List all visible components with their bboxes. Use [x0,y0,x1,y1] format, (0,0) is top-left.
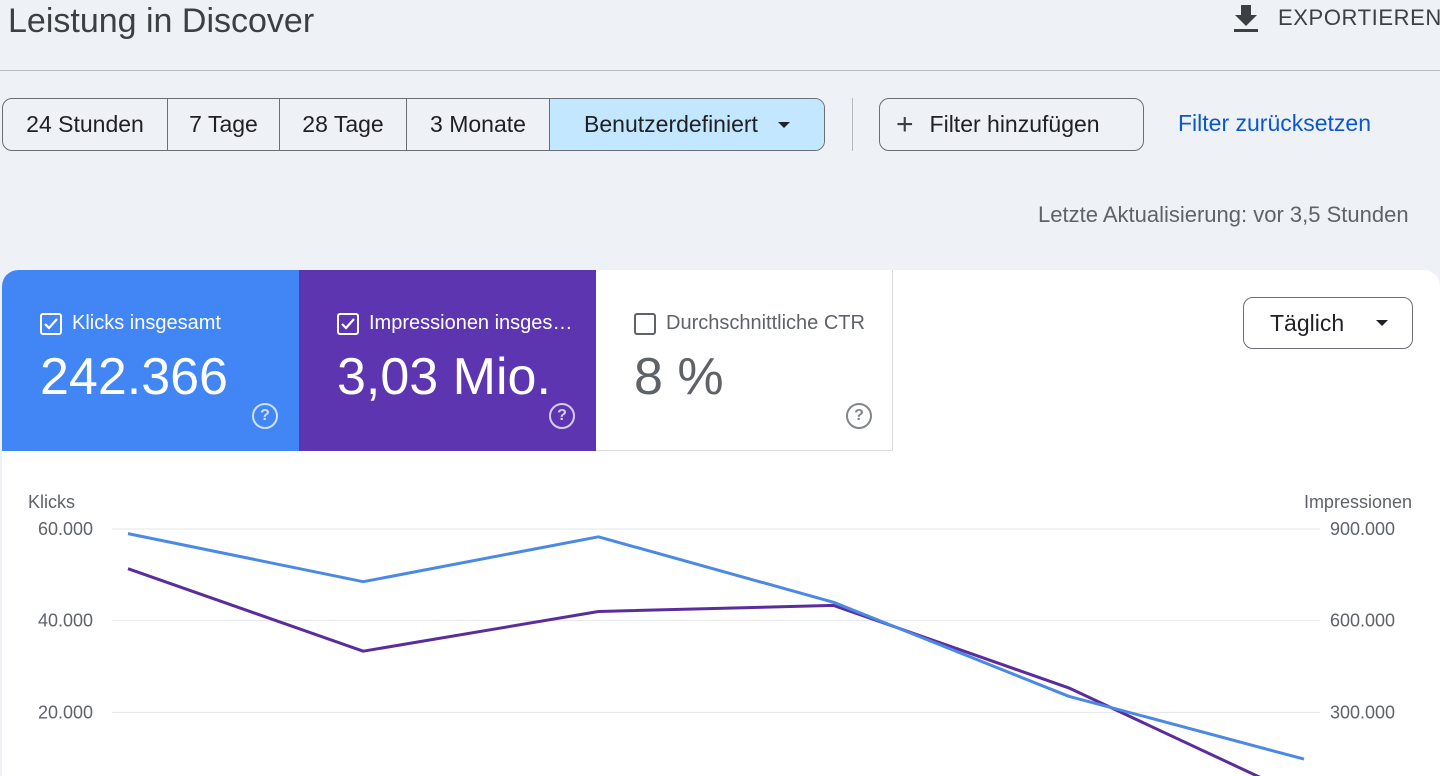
y-right-tick-label: 900.000 [1330,519,1395,539]
metric-value: 8 % [634,348,724,406]
range-7d-button[interactable]: 7 Tage [168,99,280,150]
metric-label: Impressionen insgesamt [369,312,581,334]
y-left-tick-label: 60.000 [38,519,93,539]
range-28d-button[interactable]: 28 Tage [280,99,407,150]
download-icon [1234,5,1258,32]
range-custom-button[interactable]: Benutzerdefiniert [550,99,824,150]
performance-card: 60.000 900.000 40.000 600.000 20.000 300.000 … [2,270,1440,776]
metric-value: 242.366 [40,348,228,406]
y-left-axis-label: Klicks [28,492,75,512]
dropdown-caret-icon [777,121,790,128]
series-line-klicks [127,532,1305,761]
reset-filters-link[interactable]: Filter zurücksetzen [1178,110,1372,136]
metric-value: 3,03 Mio. [337,348,551,406]
checkbox-checked-icon[interactable] [40,312,62,335]
range-custom-label: Benutzerdefiniert [584,111,758,137]
y-left-tick-label: 20.000 [38,702,93,722]
add-filter-button[interactable]: + Filter hinzufügen [879,98,1144,151]
y-right-tick-label: 600.000 [1330,611,1395,631]
date-range-selector: 24 Stunden 7 Tage 28 Tage 3 Monate Benut… [2,98,825,151]
metric-label: Klicks insgesamt [72,312,221,334]
series-line-impressionen [127,567,1261,776]
checkbox-unchecked-icon[interactable] [634,312,656,335]
range-24h-button[interactable]: 24 Stunden [3,99,168,150]
y-right-axis-label: Impressionen [1304,492,1412,512]
metric-tile-impressions[interactable]: Impressionen insgesamt 3,03 Mio. ? [299,270,596,451]
export-button[interactable]: EXPORTIEREN [1232,2,1440,34]
help-icon[interactable]: ? [549,403,575,429]
y-left-tick-label: 40.000 [38,611,93,631]
help-icon[interactable]: ? [252,403,278,429]
export-label: EXPORTIEREN [1278,5,1440,30]
last-update-text: Letzte Aktualisierung: vor 3,5 Stunden [1038,202,1409,227]
checkbox-checked-icon[interactable] [337,312,359,335]
help-icon[interactable]: ? [846,403,872,429]
granularity-dropdown[interactable]: Täglich [1243,297,1413,349]
metric-label: Durchschnittliche CTR [666,312,865,334]
page-title: Leistung in Discover [8,2,315,40]
metric-tile-ctr[interactable]: Durchschnittliche CTR 8 % ? [596,270,893,451]
header-divider [0,70,1440,71]
dropdown-caret-icon [1376,320,1389,326]
plus-icon: + [896,107,914,141]
metric-tile-clicks[interactable]: Klicks insgesamt 242.366 ? [2,270,299,451]
granularity-label: Täglich [1270,309,1345,336]
toolbar-divider [852,98,853,151]
y-right-tick-label: 300.000 [1330,702,1395,722]
add-filter-label: Filter hinzufügen [929,111,1100,137]
range-3m-button[interactable]: 3 Monate [407,99,550,150]
